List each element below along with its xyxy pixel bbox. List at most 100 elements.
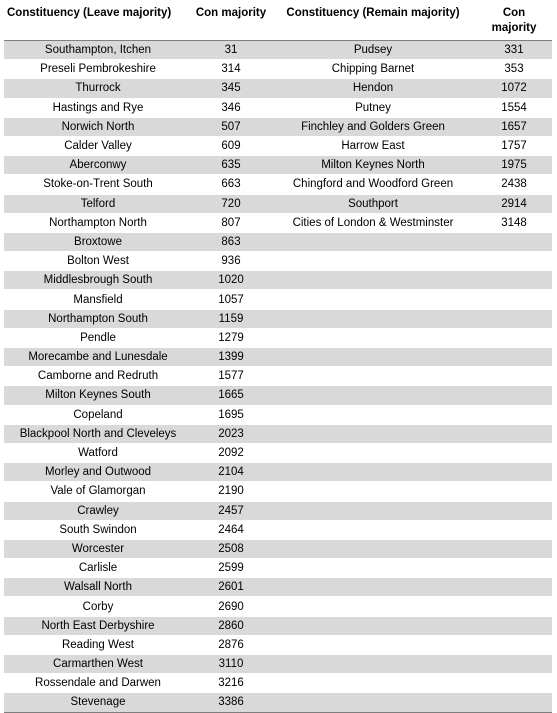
- remain-majority-cell: [476, 443, 552, 462]
- leave-majority-cell: 2601: [192, 577, 270, 597]
- leave-constituency-cell: Preseli Pembrokeshire: [40, 63, 156, 76]
- leave-constituency-cell: Vale of Glamorgan: [50, 485, 146, 498]
- leave-constituency-cell: Copeland: [73, 408, 123, 421]
- table-row: Crawley 2457: [4, 501, 552, 521]
- remain-majority-cell: 2438: [501, 178, 527, 191]
- remain-constituency-cell: [270, 520, 476, 539]
- leave-constituency-cell: Stevenage: [4, 692, 192, 713]
- remain-constituency-cell: Hendon: [270, 78, 476, 99]
- leave-constituency-cell: North East Derbyshire: [4, 616, 192, 636]
- leave-constituency-cell: Norwich North: [4, 117, 192, 137]
- table-row: Norwich North 507 Finchley and Golders Gre…: [4, 117, 552, 137]
- leave-majority-cell: 2464: [218, 523, 244, 536]
- remain-majority-cell: 331: [476, 40, 552, 60]
- leave-majority-cell: 2690: [218, 600, 244, 613]
- remain-constituency-cell: [270, 290, 476, 309]
- table-container: Constituency (Leave majority) Con majori…: [4, 4, 552, 713]
- leave-majority-cell: 2599: [218, 562, 244, 575]
- remain-majority-cell: [476, 635, 552, 654]
- leave-majority-cell: 1020: [192, 270, 270, 290]
- remain-majority-cell: [476, 654, 552, 674]
- remain-constituency-cell: [270, 635, 476, 654]
- leave-majority-cell: 1279: [218, 331, 244, 344]
- table-body: Southampton, Itchen 31 Pudsey 331 Preseli Pe…: [4, 40, 552, 713]
- table-row: Northampton South 1159: [4, 309, 552, 329]
- table-row: Northampton North 807 Cities of London & W…: [4, 213, 552, 233]
- table-row: Rossendale and Darwen 3216: [4, 674, 552, 693]
- table-row: Southampton, Itchen 31 Pudsey 331: [4, 40, 552, 60]
- remain-constituency-cell: Southport: [270, 194, 476, 214]
- remain-majority-cell: [476, 385, 552, 406]
- remain-majority-cell: 1757: [501, 140, 527, 153]
- remain-majority-cell: [476, 482, 552, 501]
- remain-constituency-cell: [270, 405, 476, 424]
- remain-constituency-cell: Harrow East: [341, 140, 405, 153]
- remain-constituency-cell: Pudsey: [270, 40, 476, 60]
- remain-majority-cell: 1657: [476, 117, 552, 137]
- leave-majority-cell: 936: [221, 255, 241, 268]
- table-row: Watford 2092: [4, 443, 552, 463]
- remain-majority-cell: [476, 405, 552, 424]
- leave-constituency-cell: Milton Keynes South: [4, 385, 192, 406]
- table-row: Morley and Outwood 2104: [4, 462, 552, 482]
- leave-constituency-cell: Blackpool North and Cleveleys: [4, 424, 192, 444]
- table-row: Walsall North 2601: [4, 577, 552, 597]
- remain-constituency-cell: [270, 539, 476, 559]
- table-header: Constituency (Leave majority) Con majori…: [4, 4, 552, 41]
- table-row: Aberconwy 635 Milton Keynes North 1975: [4, 155, 552, 175]
- table-row: Carmarthen West 3110: [4, 654, 552, 674]
- table-row: North East Derbyshire 2860: [4, 616, 552, 636]
- remain-majority-cell: [476, 367, 552, 386]
- leave-majority-cell: 1577: [218, 370, 244, 383]
- remain-constituency-cell: [270, 424, 476, 444]
- table-row: Worcester 2508: [4, 539, 552, 559]
- table-row: Vale of Glamorgan 2190: [4, 482, 552, 501]
- table-row: Stoke-on-Trent South 663 Chingford and Woo…: [4, 175, 552, 194]
- leave-constituency-cell: Aberconwy: [4, 155, 192, 175]
- leave-constituency-cell: Worcester: [4, 539, 192, 559]
- leave-majority-cell: 3386: [192, 692, 270, 713]
- remain-constituency-cell: [270, 462, 476, 482]
- leave-constituency-cell: Bolton West: [67, 255, 129, 268]
- leave-constituency-cell: Telford: [4, 194, 192, 214]
- leave-constituency-cell: South Swindon: [59, 523, 137, 536]
- remain-majority-cell: [476, 252, 552, 271]
- remain-majority-cell: [476, 309, 552, 329]
- leave-majority-cell: 2023: [192, 424, 270, 444]
- remain-majority-cell: [476, 577, 552, 597]
- remain-majority-cell: 2914: [476, 194, 552, 214]
- header-remain-majority: Con majority: [476, 4, 552, 41]
- leave-constituency-cell: Watford: [78, 447, 118, 460]
- leave-constituency-cell: Carmarthen West: [4, 654, 192, 674]
- leave-constituency-cell: Morley and Outwood: [4, 462, 192, 482]
- leave-constituency-cell: Thurrock: [4, 78, 192, 99]
- leave-constituency-cell: Crawley: [4, 501, 192, 521]
- leave-constituency-cell: Calder Valley: [64, 140, 132, 153]
- leave-majority-cell: 2190: [218, 485, 244, 498]
- leave-majority-cell: 635: [192, 155, 270, 175]
- leave-majority-cell: 1695: [218, 408, 244, 421]
- remain-constituency-cell: [270, 501, 476, 521]
- remain-majority-cell: 3148: [501, 216, 527, 229]
- remain-majority-cell: 353: [504, 63, 524, 76]
- leave-majority-cell: 2457: [192, 501, 270, 521]
- table-row: Mansfield 1057: [4, 290, 552, 310]
- table-row: Morecambe and Lunesdale 1399: [4, 347, 552, 367]
- leave-majority-cell: 2092: [218, 447, 244, 460]
- table-row: Thurrock 345 Hendon 1072: [4, 78, 552, 99]
- leave-constituency-cell: Northampton North: [49, 216, 147, 229]
- table-row: Copeland 1695: [4, 405, 552, 425]
- leave-majority-cell: 507: [192, 117, 270, 137]
- leave-majority-cell: 2876: [218, 638, 244, 651]
- header-remain-constituency: Constituency (Remain majority): [270, 4, 476, 41]
- leave-constituency-cell: Reading West: [61, 638, 135, 651]
- leave-majority-cell: 3110: [192, 654, 270, 674]
- leave-majority-cell: 863: [192, 232, 270, 252]
- header-leave-constituency: Constituency (Leave majority): [4, 4, 192, 41]
- remain-majority-cell: [476, 520, 552, 539]
- table-row: Milton Keynes South 1665: [4, 385, 552, 406]
- remain-majority-cell: [476, 424, 552, 444]
- leave-constituency-cell: Broxtowe: [4, 232, 192, 252]
- remain-majority-cell: [476, 616, 552, 636]
- leave-constituency-cell: Mansfield: [73, 293, 123, 306]
